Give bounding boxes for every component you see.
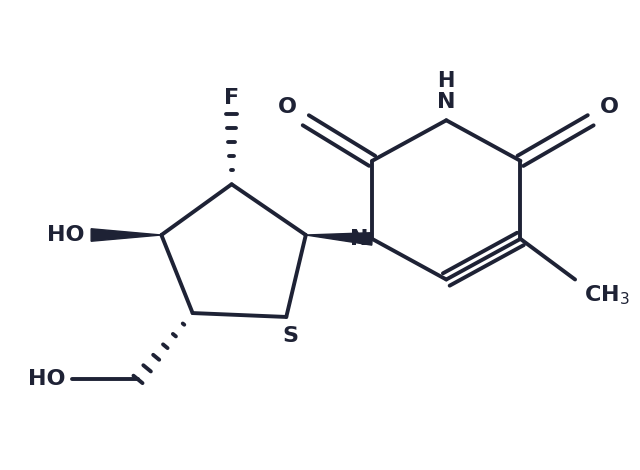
Polygon shape [91, 229, 161, 241]
Text: HO: HO [28, 369, 65, 390]
Text: N: N [437, 93, 456, 112]
Text: O: O [277, 97, 296, 117]
Text: F: F [224, 88, 239, 108]
Text: O: O [600, 97, 619, 117]
Text: N: N [349, 229, 368, 249]
Text: H: H [438, 70, 455, 91]
Text: HO: HO [47, 225, 85, 245]
Polygon shape [306, 233, 372, 245]
Text: S: S [282, 326, 298, 346]
Text: CH$_3$: CH$_3$ [584, 283, 630, 307]
